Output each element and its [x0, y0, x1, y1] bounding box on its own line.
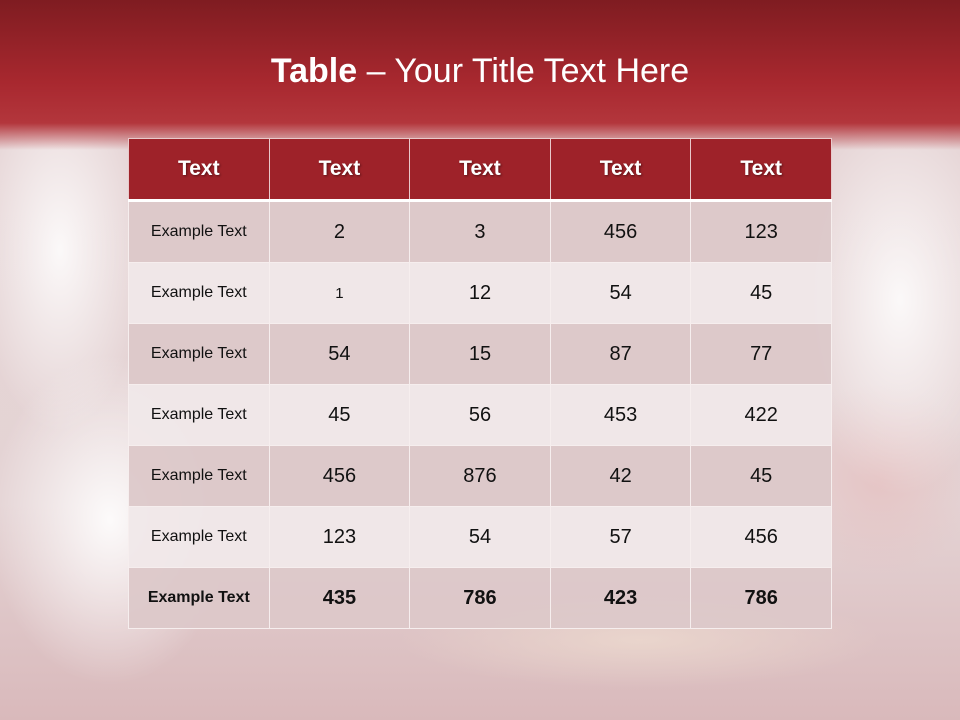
value-cell: 422: [690, 384, 832, 446]
value-cell: 54: [268, 323, 411, 385]
value-cell: 56: [409, 384, 551, 446]
title-band: [0, 0, 960, 150]
value-cell: 45: [690, 445, 832, 507]
value-cell: 876: [409, 445, 551, 507]
value-cell: 15: [409, 323, 551, 385]
header-cell: Text: [549, 138, 692, 202]
value-cell: 435: [268, 567, 411, 629]
table-row: Example Text 45 56 453 422: [128, 384, 832, 446]
table-row: Example Text 1 12 54 45: [128, 262, 832, 324]
value-cell: 456: [690, 506, 832, 568]
value-cell: 87: [549, 323, 692, 385]
row-label-cell: Example Text: [128, 384, 270, 446]
table-row: Example Text 435 786 423 786: [128, 567, 832, 629]
row-label-cell: Example Text: [128, 200, 270, 263]
value-cell: 77: [690, 323, 832, 385]
value-cell: 54: [549, 262, 692, 324]
row-label-cell: Example Text: [128, 262, 270, 324]
value-cell: 123: [268, 506, 411, 568]
data-table: Text Text Text Text Text Example Text 2 3 4…: [128, 138, 832, 629]
value-cell: 3: [409, 200, 551, 263]
value-cell: 2: [268, 200, 411, 263]
header-cell: Text: [268, 138, 411, 202]
value-cell: 123: [690, 200, 832, 263]
value-cell: 12: [409, 262, 551, 324]
row-label-cell: Example Text: [128, 445, 270, 507]
value-cell: 54: [409, 506, 551, 568]
value-cell: 45: [690, 262, 832, 324]
value-cell: 456: [549, 200, 692, 263]
title-rest: – Your Title Text Here: [357, 52, 690, 90]
value-cell: 57: [549, 506, 692, 568]
table-row: Example Text 123 54 57 456: [128, 506, 832, 568]
value-cell: 786: [690, 567, 832, 629]
value-cell: 456: [268, 445, 411, 507]
table-row: Example Text 2 3 456 123: [128, 200, 832, 263]
header-cell: Text: [128, 138, 270, 202]
row-label-cell: Example Text: [128, 506, 270, 568]
row-label-cell: Example Text: [128, 567, 270, 629]
header-row: Text Text Text Text Text: [128, 138, 832, 202]
table-row: Example Text 54 15 87 77: [128, 323, 832, 385]
title-bold: Table: [270, 52, 358, 90]
header-cell: Text: [690, 138, 832, 202]
header-cell: Text: [409, 138, 551, 202]
table-row: Example Text 456 876 42 45: [128, 445, 832, 507]
value-cell: 42: [549, 445, 692, 507]
value-cell: 423: [549, 567, 692, 629]
value-cell: 45: [268, 384, 411, 446]
row-label-cell: Example Text: [128, 323, 270, 385]
value-cell: 1: [268, 262, 411, 324]
value-cell: 786: [409, 567, 551, 629]
value-cell: 453: [549, 384, 692, 446]
slide-title: Table – Your Title Text Here: [0, 52, 960, 91]
